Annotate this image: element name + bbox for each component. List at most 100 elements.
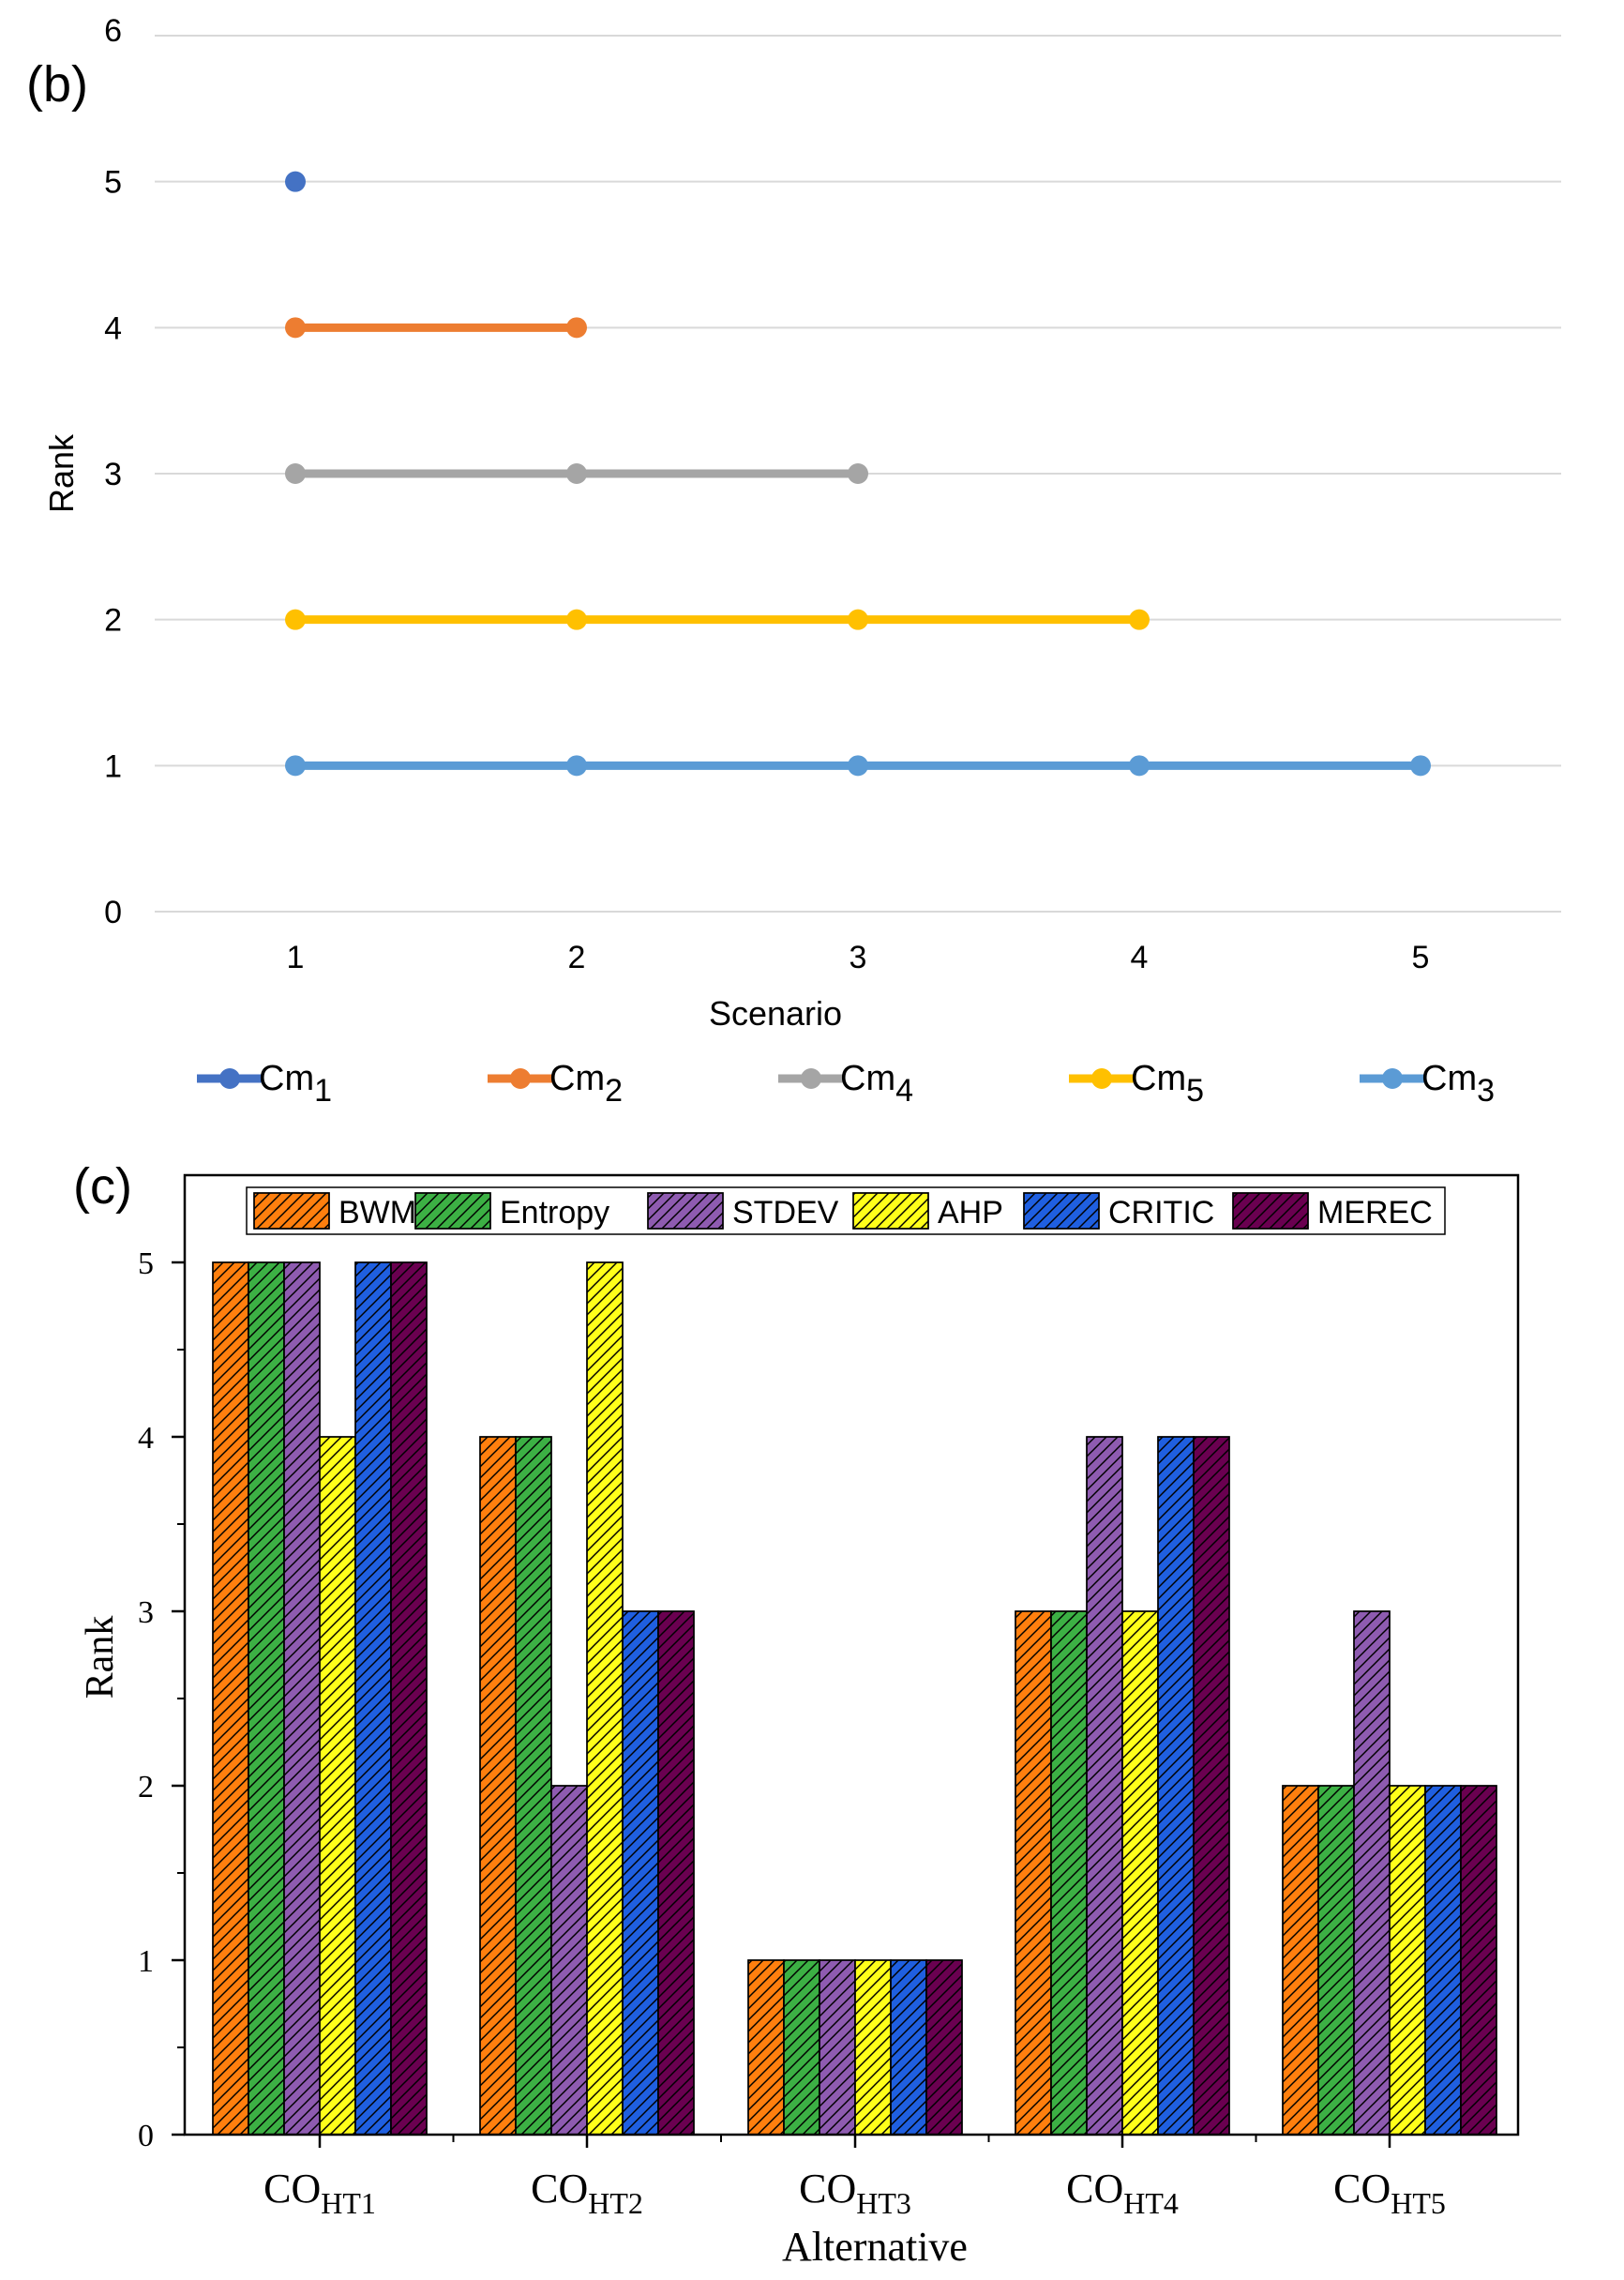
bar-hatch: [586, 1261, 624, 2136]
bar-hatch: [854, 1959, 892, 2136]
legend-swatch-hatch: [253, 1192, 330, 1230]
panel-label: (b): [26, 56, 88, 113]
data-point: [848, 755, 868, 777]
bars: [212, 1261, 1497, 2136]
bar-ahp-ht5: [1389, 1785, 1426, 2136]
bar-entropy-ht4: [1050, 1610, 1088, 2136]
bar-hatch: [657, 1610, 695, 2136]
bar-stdev-ht2: [550, 1785, 588, 2136]
series-cm3: [285, 755, 1431, 777]
bar-merec-ht4: [1193, 1436, 1230, 2136]
bar-ahp-ht3: [854, 1959, 892, 2136]
bar-bwm-ht4: [1015, 1610, 1052, 2136]
data-point: [1129, 609, 1150, 630]
bar-stdev-ht5: [1353, 1610, 1391, 2136]
legend-entry: MEREC: [1232, 1192, 1433, 1231]
bar-hatch: [747, 1959, 785, 2136]
data-point: [566, 755, 587, 777]
bar-hatch: [1015, 1610, 1052, 2136]
legend-label: MEREC: [1317, 1195, 1433, 1231]
legend: Cm1 Cm2 Cm4 Cm5 Cm3: [197, 1059, 1495, 1109]
bar-hatch: [890, 1959, 927, 2136]
bar-merec-ht5: [1460, 1785, 1497, 2136]
y-tick-label: 4: [104, 310, 122, 346]
plot-frame: [183, 1173, 1520, 2137]
y-tick-label: 2: [138, 1770, 154, 1804]
legend-entry: STDEV: [647, 1192, 839, 1231]
bar-ahp-ht2: [586, 1261, 624, 2136]
legend: BWM Entropy STDEV AHP CRITIC MEREC: [246, 1186, 1446, 1235]
bar-critic-ht1: [354, 1261, 392, 2136]
data-point: [566, 317, 587, 339]
legend-entry: Cm5: [1069, 1059, 1204, 1109]
bar-hatch: [1389, 1785, 1426, 2136]
legend-label: CRITIC: [1108, 1195, 1214, 1231]
series-lines: [285, 171, 1431, 777]
bar-bwm-ht1: [212, 1261, 249, 2136]
bar-critic-ht4: [1157, 1436, 1195, 2136]
x-axis-label: Scenario: [709, 994, 842, 1033]
bar-hatch: [1086, 1436, 1123, 2136]
bar-hatch: [1282, 1785, 1319, 2136]
x-tick-label: 3: [850, 940, 867, 975]
legend-swatch-hatch: [852, 1192, 929, 1230]
y-tick-label: 0: [138, 2119, 154, 2153]
legend-label: AHP: [938, 1195, 1003, 1231]
bar-bwm-ht5: [1282, 1785, 1319, 2136]
legend-swatch-hatch: [1232, 1192, 1309, 1230]
x-tick-label: COHT2: [531, 2166, 643, 2220]
x-tick-labels: 1 2 3 4 5: [287, 940, 1430, 975]
x-tick-label: 4: [1131, 940, 1149, 975]
y-ticks: 0 1 2 3 4 5: [138, 1246, 185, 2153]
bar-ahp-ht1: [319, 1436, 356, 2136]
legend-entry: Entropy: [414, 1192, 609, 1231]
y-tick-label: 1: [104, 748, 122, 784]
bar-hatch: [354, 1261, 392, 2136]
legend-label: Cm4: [840, 1059, 913, 1109]
bar-bwm-ht2: [479, 1436, 517, 2136]
x-tick-label: COHT5: [1333, 2166, 1446, 2220]
x-tick-label: COHT4: [1066, 2166, 1179, 2220]
bar-stdev-ht4: [1086, 1436, 1123, 2136]
bar-entropy-ht1: [248, 1261, 285, 2136]
legend-entry: Cm2: [488, 1059, 623, 1109]
y-tick-label: 2: [104, 603, 122, 639]
legend-entry: Cm3: [1360, 1059, 1495, 1109]
y-axis-label: Rank: [42, 433, 81, 513]
legend-swatch-hatch: [1023, 1192, 1100, 1230]
bar-hatch: [783, 1959, 820, 2136]
bar-hatch: [1353, 1610, 1391, 2136]
y-tick-label: 5: [104, 165, 122, 201]
bar-hatch: [212, 1261, 249, 2136]
y-axis-label: Rank: [79, 1616, 122, 1699]
bar-critic-ht3: [890, 1959, 927, 2136]
bar-merec-ht2: [657, 1610, 695, 2136]
bar-critic-ht5: [1424, 1785, 1462, 2136]
bar-hatch: [550, 1785, 588, 2136]
x-tick-label: 2: [568, 940, 586, 975]
data-point: [285, 609, 306, 630]
legend-label: Cm3: [1421, 1059, 1495, 1109]
legend-label: Cm2: [549, 1059, 623, 1109]
y-tick-label: 4: [138, 1421, 154, 1456]
bar-hatch: [1193, 1436, 1230, 2136]
legend-entry: Cm1: [197, 1059, 332, 1109]
series-cm1: [285, 171, 306, 192]
x-ticks: COHT1 COHT2 COHT3 COHT4 COHT5: [263, 2135, 1446, 2220]
legend-entry: CRITIC: [1023, 1192, 1214, 1231]
bar-hatch: [925, 1959, 963, 2136]
data-point: [285, 171, 306, 192]
bar-stdev-ht1: [283, 1261, 321, 2136]
y-tick-label: 1: [138, 1944, 154, 1979]
bar-hatch: [819, 1959, 856, 2136]
y-tick-label: 3: [138, 1595, 154, 1630]
bar-hatch: [1424, 1785, 1462, 2136]
data-point: [285, 755, 306, 777]
x-tick-label: 5: [1412, 940, 1430, 975]
bar-merec-ht3: [925, 1959, 963, 2136]
x-axis-label: Alternative: [782, 2224, 968, 2270]
data-point: [848, 463, 868, 484]
series-cm4: [285, 463, 868, 484]
